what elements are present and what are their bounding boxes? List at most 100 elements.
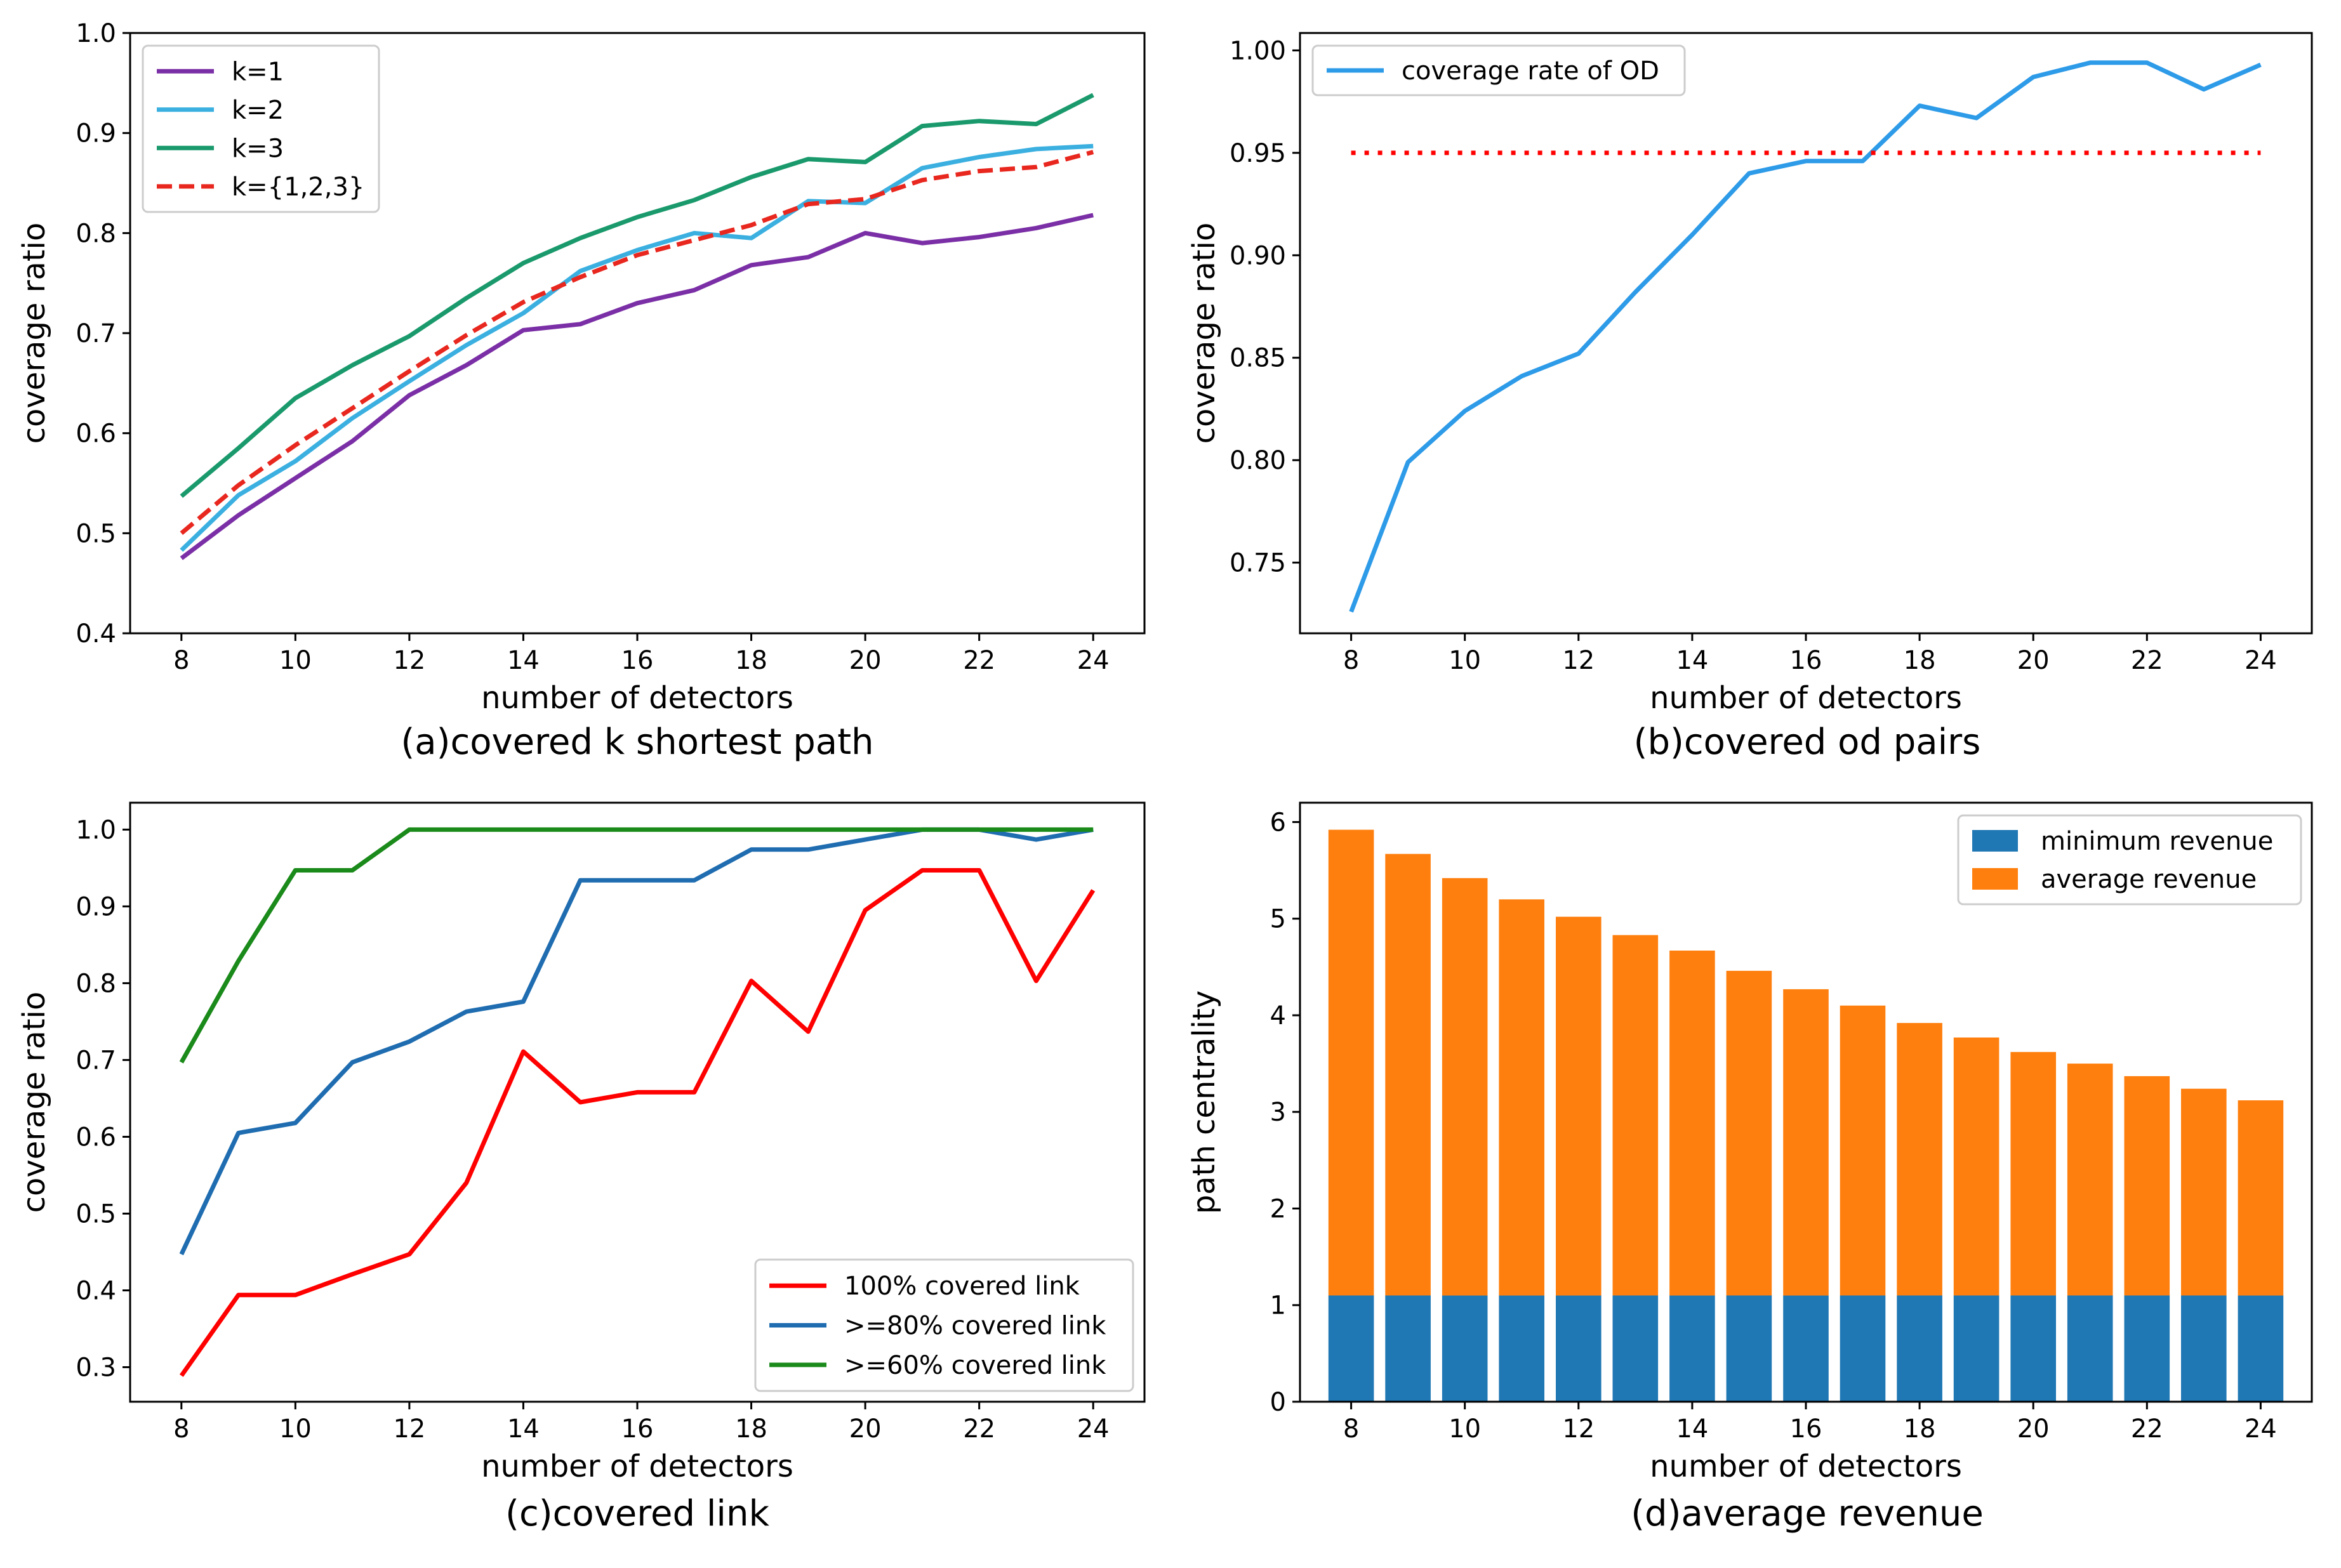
- panel-c-covered-link: 8 10 12 14 16 18 20 22 24 0.3 0.4 0.5 0.6 0.7 0.8 0.9 1.…: [17, 801, 1146, 1534]
- bar-average-18: [1897, 1023, 1942, 1296]
- bar-minimum-21: [2067, 1295, 2113, 1402]
- x-tick-label: 8: [1343, 1414, 1359, 1444]
- y-tick-label: 0.80: [1230, 446, 1286, 475]
- series-line-100-covered-link: [179, 868, 1096, 1377]
- x-tick-label: 24: [1077, 646, 1110, 675]
- legend-label--80-covered-link: >=80% covered link: [844, 1312, 1106, 1341]
- x-tick-label: 24: [2245, 1414, 2277, 1444]
- series-line--80-covered-link: [179, 827, 1094, 1256]
- legend-label-k-1: k=1: [232, 57, 284, 86]
- y-tick-label: 6: [1270, 808, 1286, 837]
- x-tick-label: 14: [1676, 646, 1708, 675]
- bar-minimum-20: [2010, 1295, 2056, 1402]
- legend: k=1 k=2 k=3 k={1,2,3}: [142, 44, 380, 213]
- x-tick-label: 20: [2017, 646, 2050, 675]
- bar-minimum-24: [2238, 1295, 2284, 1402]
- y-tick-label: 4: [1270, 1001, 1286, 1031]
- bar-minimum-15: [1726, 1295, 1772, 1402]
- series-line-coverage-rate-of-od: [1349, 60, 2262, 613]
- x-tick-label: 14: [507, 1414, 540, 1444]
- y-tick-label: 0.8: [76, 969, 116, 998]
- plot-frame: [1299, 32, 2313, 635]
- bar-average-15: [1726, 970, 1772, 1296]
- x-tick-label: 14: [1676, 1414, 1708, 1444]
- x-tick-label: 16: [1790, 646, 1822, 675]
- bar-minimum-11: [1499, 1295, 1544, 1402]
- x-tick-label: 18: [1904, 1414, 1936, 1444]
- x-axis-label: number of detectors: [481, 1449, 793, 1484]
- bar-average-11: [1499, 899, 1544, 1296]
- x-tick-label: 12: [1562, 646, 1595, 675]
- y-axis-label: coverage ratio: [17, 223, 52, 444]
- legend-label-average-revenue: average revenue: [2041, 865, 2257, 894]
- bar-minimum-9: [1385, 1295, 1431, 1402]
- legend-label-k-3: k=3: [232, 134, 284, 163]
- y-tick-label: 0.7: [76, 319, 116, 348]
- y-tick-label: 0.8: [76, 219, 116, 248]
- x-tick-label: 8: [173, 1414, 189, 1444]
- bar-minimum-23: [2181, 1295, 2227, 1402]
- x-tick-label: 10: [1449, 1414, 1481, 1444]
- legend: minimum revenue average revenue: [1957, 814, 2302, 906]
- bar-minimum-17: [1840, 1295, 1886, 1402]
- x-axis-label: number of detectors: [481, 680, 793, 716]
- legend-swatch-minimum-revenue: [1972, 830, 2018, 852]
- bar-minimum-16: [1783, 1295, 1829, 1402]
- x-axis-label: number of detectors: [1650, 1449, 1962, 1484]
- y-tick-label: 2: [1270, 1194, 1286, 1223]
- panel-a-covered-k-shortest-path: 8 10 12 14 16 18 20 22 24 0.4 0.5 0.6 0.7 0.8 0.9 1.0 nu…: [17, 19, 1146, 763]
- legend: 100% covered link >=80% covered link >=60%…: [754, 1258, 1134, 1392]
- series-line--60-covered-link: [179, 827, 1094, 1064]
- bar-minimum-13: [1612, 1295, 1659, 1402]
- y-tick-label: 1.0: [76, 19, 116, 48]
- panel-caption: (b)covered od pairs: [1634, 721, 1981, 763]
- legend-label-minimum-revenue: minimum revenue: [2041, 827, 2273, 856]
- panel-caption: (c)covered link: [505, 1493, 769, 1534]
- bar-average-16: [1783, 989, 1829, 1296]
- x-axis-label: number of detectors: [1650, 680, 1962, 716]
- bar-minimum-18: [1897, 1295, 1942, 1402]
- x-tick-label: 12: [393, 1414, 425, 1444]
- x-tick-label: 16: [1790, 1414, 1822, 1444]
- x-tick-label: 24: [2245, 646, 2277, 675]
- x-tick-label: 18: [1904, 646, 1936, 675]
- bar-minimum-14: [1669, 1295, 1715, 1402]
- legend: coverage rate of OD: [1311, 44, 1686, 96]
- y-tick-label: 0.7: [76, 1046, 116, 1075]
- x-tick-label: 16: [621, 1414, 654, 1444]
- y-tick-label: 0.4: [76, 619, 116, 649]
- bar-minimum-19: [1953, 1295, 1999, 1402]
- x-tick-label: 22: [963, 1414, 995, 1444]
- y-tick-label: 0.4: [76, 1277, 116, 1306]
- legend-box: [142, 44, 380, 213]
- bar-average-10: [1442, 878, 1488, 1296]
- y-tick-label: 0: [1270, 1388, 1286, 1417]
- x-tick-label: 16: [621, 646, 654, 675]
- bar-average-17: [1840, 1005, 1886, 1296]
- y-tick-label: 0.3: [76, 1354, 116, 1383]
- x-tick-label: 8: [173, 646, 189, 675]
- y-axis-label: coverage ratio: [1186, 223, 1222, 444]
- x-tick-label: 20: [2017, 1414, 2050, 1444]
- x-tick-label: 10: [279, 1414, 312, 1444]
- x-tick-label: 20: [849, 646, 882, 675]
- panel-caption: (d)average revenue: [1631, 1493, 1984, 1534]
- legend-box: [754, 1258, 1134, 1392]
- y-axis-label: path centrality: [1186, 991, 1222, 1215]
- y-tick-label: 1.00: [1230, 36, 1286, 65]
- bar-average-21: [2067, 1064, 2113, 1296]
- legend-box: [1957, 814, 2302, 906]
- x-tick-label: 18: [735, 646, 767, 675]
- y-tick-label: 0.5: [76, 1199, 116, 1229]
- x-tick-label: 10: [279, 646, 312, 675]
- legend-box: [1311, 44, 1686, 96]
- panel-caption: (a)covered k shortest path: [401, 721, 873, 763]
- bar-average-20: [2010, 1051, 2056, 1296]
- bar-minimum-8: [1328, 1295, 1374, 1402]
- y-tick-label: 1.0: [76, 815, 116, 845]
- x-tick-label: 8: [1343, 646, 1359, 675]
- x-tick-label: 22: [2131, 646, 2163, 675]
- series-line-k-1: [180, 213, 1094, 560]
- legend-label-k-1-2-3-: k={1,2,3}: [232, 173, 364, 202]
